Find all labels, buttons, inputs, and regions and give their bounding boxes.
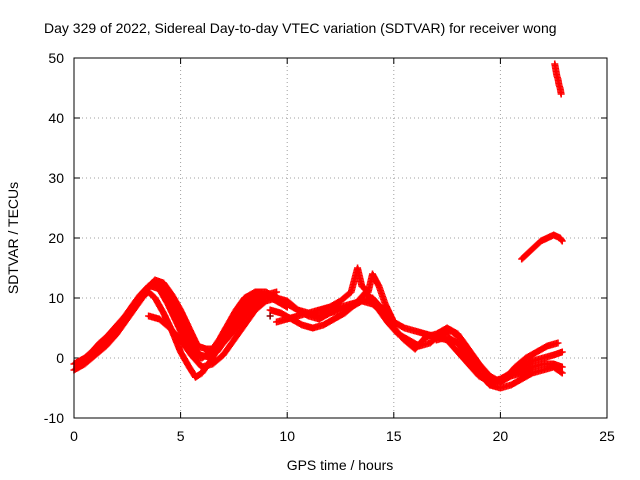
- series-track-8: [266, 288, 562, 386]
- data-point: [558, 369, 566, 377]
- data-point: [558, 348, 566, 356]
- data-point: [266, 312, 274, 320]
- series-track-10: [518, 231, 566, 263]
- series-track-11: [551, 60, 565, 98]
- y-tick-label: 10: [48, 290, 64, 306]
- grid: [74, 58, 607, 418]
- x-tick-label: 20: [493, 428, 509, 444]
- chart-title: Day 329 of 2022, Sidereal Day-to-day VTE…: [44, 20, 557, 36]
- x-tick-label: 15: [386, 428, 402, 444]
- y-tick-label: 50: [48, 50, 64, 66]
- y-tick-label: 20: [48, 230, 64, 246]
- series-track-4: [79, 276, 281, 365]
- data-point: [557, 90, 565, 98]
- y-tick-label: 40: [48, 110, 64, 126]
- data-points: [70, 60, 566, 392]
- x-tick-label: 10: [279, 428, 295, 444]
- y-tick-label: 0: [56, 350, 64, 366]
- data-point: [554, 339, 562, 347]
- x-tick-label: 25: [599, 428, 615, 444]
- series-track-9: [432, 333, 566, 392]
- x-tick-label: 0: [70, 428, 78, 444]
- data-point: [558, 363, 566, 371]
- data-point: [273, 288, 281, 296]
- tick-labels: 0 5 10 15 20 25 -10 0 10 20 30 40 50: [44, 50, 615, 444]
- plot-frame: [73, 57, 608, 419]
- y-tick-label: -10: [44, 410, 64, 426]
- series-outlier: [266, 312, 274, 320]
- data-point: [558, 237, 566, 245]
- x-tick-label: 5: [177, 428, 185, 444]
- y-axis-label: SDTVAR / TECUs: [5, 182, 21, 294]
- data-point: [557, 368, 565, 376]
- y-tick-label: 30: [48, 170, 64, 186]
- x-axis-label: GPS time / hours: [287, 457, 394, 473]
